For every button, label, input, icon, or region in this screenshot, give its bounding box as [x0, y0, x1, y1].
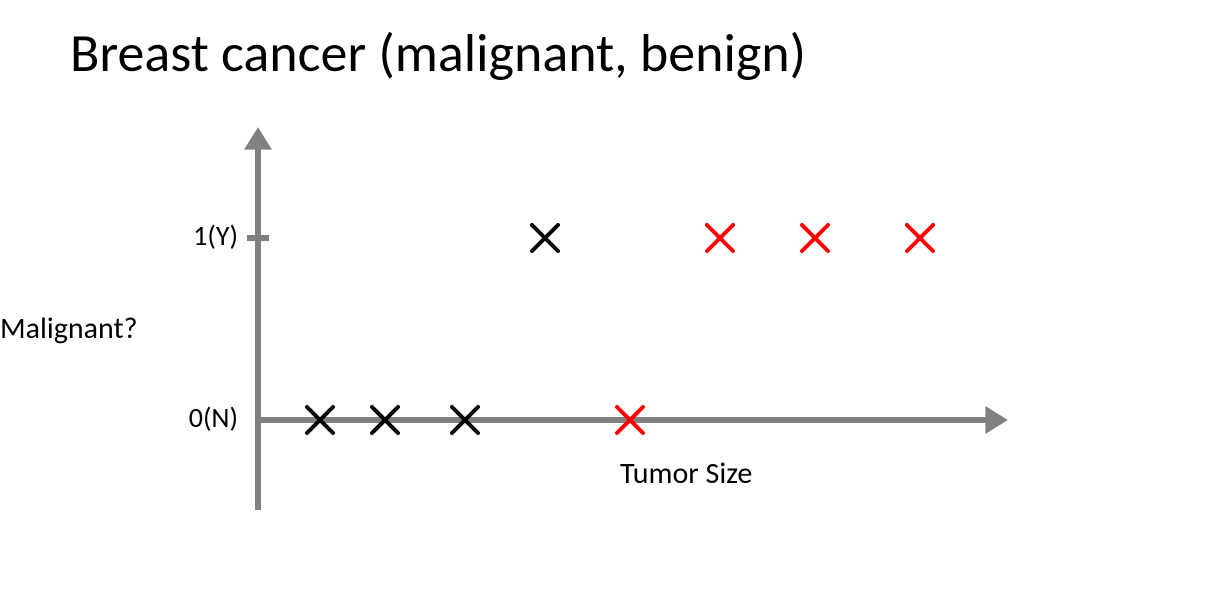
- scatter-plot: [0, 0, 1205, 598]
